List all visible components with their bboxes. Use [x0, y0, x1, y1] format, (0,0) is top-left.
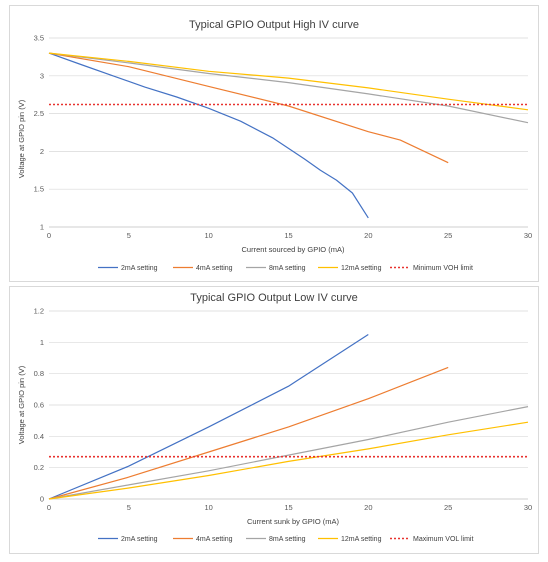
x-axis-label: Current sunk by GPIO (mA) — [247, 517, 340, 526]
chart-title: Typical GPIO Output Low IV curve — [190, 292, 358, 304]
series-line-0 — [48, 52, 369, 219]
voh-chart-panel: Typical GPIO Output High IV curve 1 1.5 2 2… — [9, 5, 539, 282]
gridlines — [49, 37, 528, 228]
legend-label: 8mA setting — [269, 536, 306, 543]
x-tick-label: 0 — [47, 231, 51, 240]
tick-labels: 1 1.5 2 2.5 3 3.5 0 5 10 15 20 25 30 — [34, 34, 533, 241]
y-tick-label: 0.2 — [34, 463, 44, 472]
tick-labels: 0 0.2 0.4 0.6 0.8 1 1.2 0 5 10 15 20 25 30 — [34, 307, 533, 513]
y-tick-label: 1 — [40, 223, 44, 232]
legend-label: Minimum VOH limit — [413, 265, 473, 272]
x-axis-label: Current sourced by GPIO (mA) — [242, 245, 345, 254]
y-tick-label: 3.5 — [34, 34, 44, 43]
x-tick-label: 25 — [444, 231, 452, 240]
legend-label: 4mA setting — [196, 536, 233, 543]
legend-label: Maximum VOL limit — [413, 536, 473, 543]
series-line-1 — [48, 366, 449, 500]
series-lines — [48, 52, 529, 219]
y-tick-label: 1 — [40, 338, 44, 347]
x-tick-label: 5 — [127, 503, 131, 512]
x-tick-label: 20 — [364, 231, 372, 240]
chart-title: Typical GPIO Output High IV curve — [189, 19, 359, 31]
x-tick-label: 15 — [284, 231, 292, 240]
legend-label: 8mA setting — [269, 265, 306, 272]
x-tick-label: 0 — [47, 503, 51, 512]
series-line-2 — [48, 52, 529, 124]
series-line-3 — [48, 421, 529, 500]
y-tick-label: 3 — [40, 71, 44, 80]
y-tick-label: 0.8 — [34, 369, 44, 378]
legend-label: 2mA setting — [121, 265, 158, 272]
voh-chart: Typical GPIO Output High IV curve 1 1.5 2 2… — [17, 19, 533, 272]
x-tick-label: 25 — [444, 503, 452, 512]
series-lines — [48, 333, 529, 500]
series-line-1 — [48, 52, 449, 164]
legend: 2mA setting 4mA setting 8mA setting 12mA se… — [98, 265, 473, 272]
gridlines — [49, 310, 528, 500]
x-tick-label: 10 — [204, 231, 212, 240]
y-tick-label: 2 — [40, 147, 44, 156]
legend-label: 4mA setting — [196, 265, 233, 272]
y-tick-label: 0.4 — [34, 432, 44, 441]
y-tick-label: 0.6 — [34, 401, 44, 410]
x-tick-label: 5 — [127, 231, 131, 240]
y-tick-label: 1.2 — [34, 307, 44, 316]
y-axis-label: Voltage at GPIO pin (V) — [17, 99, 26, 178]
vol-chart: Typical GPIO Output Low IV curve 0 0.2 0.4… — [17, 292, 533, 543]
x-tick-label: 30 — [524, 503, 532, 512]
series-line-2 — [48, 406, 529, 500]
legend-label: 12mA setting — [341, 265, 382, 272]
x-tick-label: 30 — [524, 231, 532, 240]
y-tick-label: 0 — [40, 495, 44, 504]
series-line-0 — [48, 333, 369, 500]
legend: 2mA setting 4mA setting 8mA setting 12mA se… — [98, 536, 473, 543]
x-tick-label: 15 — [284, 503, 292, 512]
legend-label: 12mA setting — [341, 536, 382, 543]
x-tick-label: 20 — [364, 503, 372, 512]
y-axis-label: Voltage at GPIO pin (V) — [17, 365, 26, 444]
legend-label: 2mA setting — [121, 536, 158, 543]
x-tick-label: 10 — [204, 503, 212, 512]
y-tick-label: 1.5 — [34, 185, 44, 194]
series-line-3 — [48, 52, 529, 111]
vol-chart-panel: Typical GPIO Output Low IV curve 0 0.2 0.4… — [9, 286, 539, 554]
y-tick-label: 2.5 — [34, 109, 44, 118]
